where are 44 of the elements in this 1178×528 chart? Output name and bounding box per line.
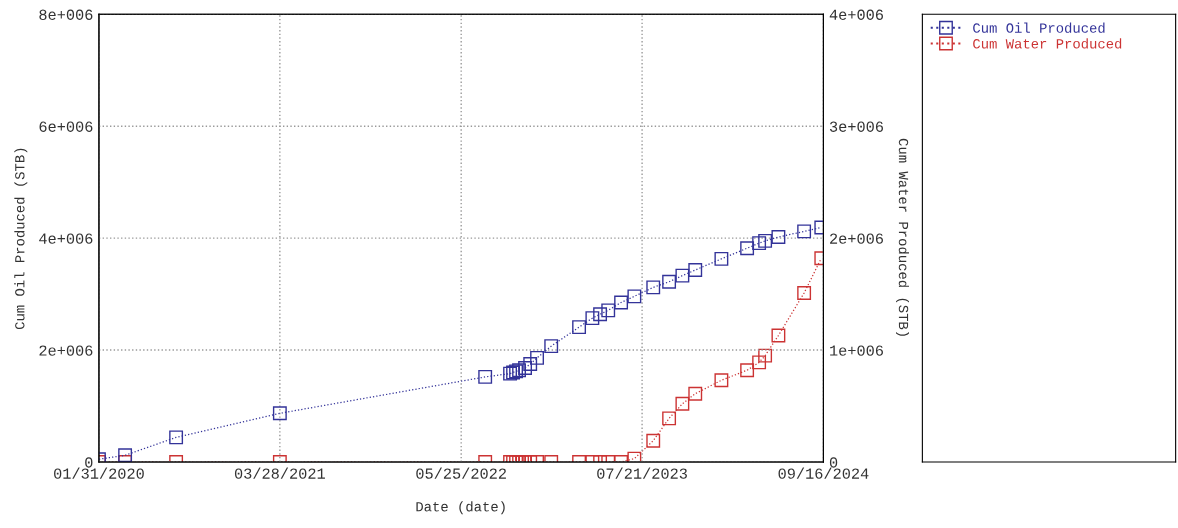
y2-tick-label: 1e+006 [830, 345, 883, 356]
point [627, 289, 642, 304]
x-tick-label: 03/28/2021 [234, 467, 325, 479]
point [544, 339, 559, 354]
point [572, 320, 587, 335]
point [614, 295, 629, 310]
x-tick-label: 09/16/2024 [778, 467, 869, 479]
point [585, 311, 600, 326]
point [771, 230, 786, 244]
y2-axis-title: Cum Water Produced (STB) [896, 138, 909, 336]
point [518, 361, 533, 375]
point [523, 357, 538, 372]
x-tick-label: 07/21/2023 [597, 467, 687, 479]
point [662, 274, 677, 289]
y-tick-label: 6e+006 [39, 121, 93, 132]
x-tick-label: 01/31/2020 [54, 467, 144, 479]
point [601, 303, 616, 318]
point [118, 448, 133, 462]
legend-label: Cum Oil Produced [973, 22, 1105, 33]
point [272, 406, 287, 421]
y-tick-label: 8e+006 [39, 9, 93, 20]
y-axis-title: Cum Oil Produced (STB) [14, 148, 28, 330]
point [797, 224, 812, 239]
x-tick-label: 05/25/2022 [416, 467, 506, 479]
point [530, 350, 545, 365]
point [752, 236, 767, 251]
y2-tick-label: 0 [829, 457, 838, 468]
point [740, 241, 755, 256]
legend-label: Cum Water Produced [973, 38, 1122, 49]
point [758, 233, 773, 248]
point [169, 430, 184, 445]
y-tick-label: 0 [85, 457, 93, 468]
y2-tick-label: 2e+006 [830, 233, 883, 244]
y2-tick-label: 4e+006 [829, 9, 883, 20]
y-tick-label: 2e+006 [39, 345, 93, 356]
y-tick-label: 4e+006 [39, 233, 93, 244]
point [675, 268, 690, 283]
point [714, 251, 729, 266]
y2-tick-label: 3e+006 [829, 121, 883, 132]
x-axis-title: Date (date) [416, 501, 505, 515]
point [593, 307, 608, 322]
point [478, 369, 493, 384]
point [646, 280, 661, 295]
point [688, 263, 703, 277]
